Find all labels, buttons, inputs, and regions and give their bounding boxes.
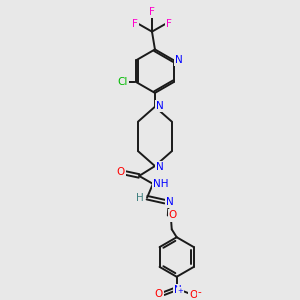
- Text: Cl: Cl: [117, 77, 128, 87]
- Text: H: H: [136, 193, 144, 203]
- Text: O: O: [155, 289, 163, 298]
- Text: O: O: [116, 167, 124, 177]
- Text: O: O: [169, 211, 177, 220]
- Text: N: N: [156, 101, 164, 111]
- Text: +: +: [178, 288, 184, 294]
- Text: N: N: [175, 55, 183, 65]
- Text: O: O: [189, 290, 198, 300]
- Text: NH: NH: [153, 179, 169, 189]
- Text: F: F: [149, 7, 155, 17]
- Text: N: N: [174, 285, 182, 295]
- Text: N: N: [166, 196, 174, 207]
- Text: N: N: [156, 162, 164, 172]
- Text: F: F: [132, 19, 138, 29]
- Text: -: -: [197, 286, 201, 297]
- Text: F: F: [166, 19, 172, 29]
